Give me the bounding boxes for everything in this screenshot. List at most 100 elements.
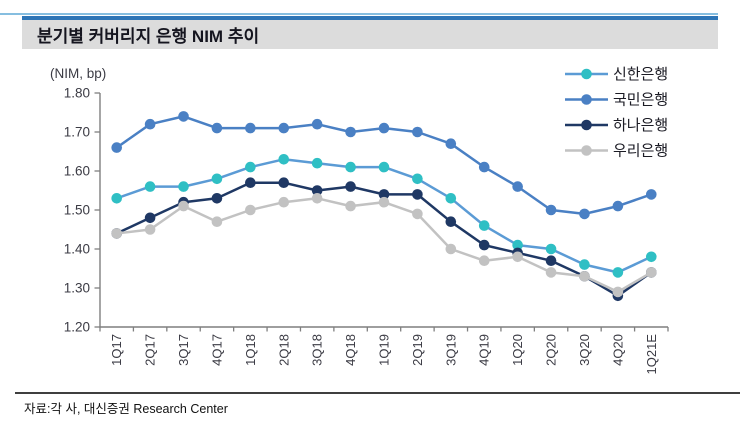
x-tick-label: 1Q21E <box>644 334 659 375</box>
data-point <box>345 200 356 212</box>
data-point <box>178 111 189 122</box>
axis-frame <box>99 93 668 328</box>
data-point <box>211 193 223 204</box>
data-point <box>178 200 189 212</box>
data-point <box>211 122 223 134</box>
data-point <box>345 126 356 138</box>
x-tick-label: 2Q19 <box>410 334 425 366</box>
data-point <box>445 193 457 204</box>
data-point <box>579 208 590 220</box>
header-accent-rule <box>0 13 718 15</box>
data-point <box>245 177 256 188</box>
data-point <box>412 173 423 185</box>
legend-label: 우리은행 <box>613 143 668 160</box>
legend-marker <box>581 119 592 131</box>
data-point <box>478 255 490 266</box>
data-point <box>378 196 390 208</box>
data-point <box>412 208 423 220</box>
data-point <box>545 267 557 278</box>
data-point <box>345 181 356 192</box>
data-point <box>278 122 290 134</box>
data-point <box>445 243 457 255</box>
legend-marker <box>581 145 592 156</box>
data-point <box>311 157 323 169</box>
data-point <box>545 243 557 255</box>
data-point <box>245 204 256 216</box>
y-tick-label: 1.20 <box>64 320 90 335</box>
data-point <box>478 220 490 231</box>
data-point <box>412 126 423 138</box>
data-point <box>178 181 189 192</box>
data-point <box>545 255 557 266</box>
data-point <box>311 185 323 196</box>
data-point <box>612 267 624 278</box>
data-point <box>144 212 156 224</box>
x-tick-label: 3Q18 <box>310 334 325 366</box>
x-tick-label: 4Q18 <box>343 334 358 366</box>
y-tick-label: 1.50 <box>64 203 90 218</box>
source-note: 자료:각 사, 대신증권 Research Center <box>24 402 228 416</box>
data-point <box>512 181 523 192</box>
y-tick-label: 1.60 <box>64 164 90 179</box>
footer-divider <box>15 392 740 394</box>
data-point <box>278 196 290 208</box>
data-point <box>645 267 657 278</box>
y-tick-label: 1.40 <box>64 242 90 257</box>
legend-label: 하나은행 <box>613 117 668 134</box>
chart-title: 분기별 커버리지 은행 NIM 추이 <box>37 27 260 46</box>
legend-label: 국민은행 <box>613 92 668 109</box>
x-tick-label: 2Q20 <box>544 334 559 366</box>
data-point <box>545 204 557 216</box>
data-point <box>412 189 423 200</box>
data-point <box>478 239 490 251</box>
data-point <box>378 161 390 173</box>
data-point <box>345 161 356 173</box>
data-point <box>445 138 457 149</box>
y-tick-label: 1.30 <box>64 281 90 296</box>
data-point <box>278 177 290 188</box>
y-axis-unit-label: (NIM, bp) <box>50 66 106 81</box>
data-point <box>579 271 590 282</box>
x-tick-label: 1Q18 <box>243 334 258 366</box>
data-point <box>278 154 290 165</box>
x-tick-label: 4Q17 <box>209 334 224 366</box>
x-tick-label: 4Q20 <box>610 334 625 366</box>
data-point <box>612 200 624 212</box>
data-point <box>111 142 123 153</box>
y-tick-label: 1.80 <box>64 86 90 101</box>
data-point <box>512 251 523 263</box>
x-tick-label: 3Q20 <box>577 334 592 366</box>
data-point <box>645 189 657 200</box>
x-tick-label: 1Q19 <box>377 334 392 366</box>
data-point <box>478 161 490 173</box>
legend-marker <box>581 68 592 80</box>
x-tick-label: 1Q20 <box>510 334 525 366</box>
legend-marker <box>581 94 592 105</box>
data-point <box>579 259 590 270</box>
data-point <box>245 161 256 173</box>
data-point <box>311 193 323 204</box>
data-point <box>445 216 457 227</box>
data-point <box>378 122 390 134</box>
series-line <box>116 158 652 274</box>
data-point <box>111 228 123 239</box>
data-point <box>512 239 523 251</box>
x-tick-label: 2Q17 <box>143 334 158 366</box>
data-point <box>645 251 657 263</box>
x-tick-label: 3Q19 <box>443 334 458 366</box>
x-tick-label: 3Q17 <box>176 334 191 366</box>
data-point <box>211 216 223 227</box>
data-point <box>378 189 390 200</box>
data-point <box>245 122 256 134</box>
chart-title-bar: 분기별 커버리지 은행 NIM 추이 <box>22 16 718 49</box>
data-point <box>311 118 323 130</box>
data-point <box>111 193 123 204</box>
y-tick-label: 1.70 <box>64 125 90 140</box>
data-point <box>144 224 156 235</box>
legend-label: 신한은행 <box>613 66 668 83</box>
x-tick-label: 1Q17 <box>109 334 124 366</box>
data-point <box>612 286 624 298</box>
data-point <box>144 118 156 130</box>
x-tick-label: 2Q18 <box>276 334 291 366</box>
